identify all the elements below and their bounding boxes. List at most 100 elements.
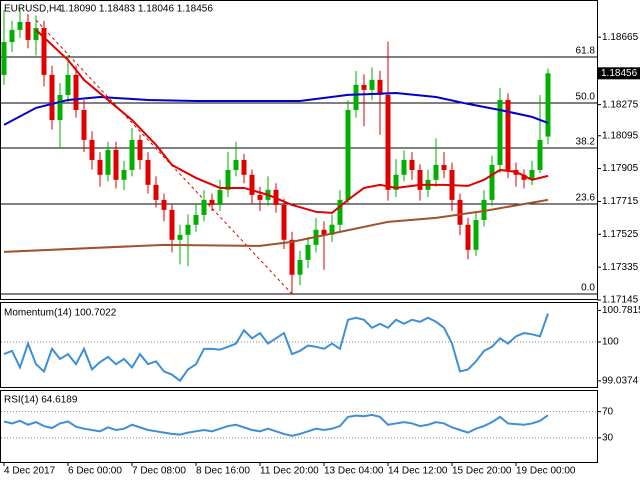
candle-body <box>361 84 367 90</box>
trendline <box>35 19 293 295</box>
candle-body <box>489 164 495 200</box>
indicator-line <box>3 313 549 383</box>
candle-body <box>65 74 71 95</box>
y-tick-label: 1.17905 <box>602 163 639 174</box>
candle-body <box>465 224 471 250</box>
fib-label: 50.0 <box>576 92 596 103</box>
candle-body <box>241 159 247 175</box>
candle-body <box>345 109 351 200</box>
y-tick-label: 1.17145 <box>602 295 639 306</box>
main-panel-frame <box>0 0 598 300</box>
candle-body <box>153 184 159 200</box>
candle-body <box>89 139 95 160</box>
candle-body <box>497 99 503 165</box>
momentum-title: Momentum(14) 100.7022 <box>4 308 117 319</box>
candle-body <box>417 169 423 190</box>
fib-label: 38.2 <box>576 137 596 148</box>
indicator-line <box>3 413 549 437</box>
candle-body <box>289 239 295 275</box>
candle-body <box>113 149 119 180</box>
fib-label: 23.6 <box>576 193 596 204</box>
y-tick-label: 70 <box>602 406 614 417</box>
fib-label: 0.0 <box>581 283 595 294</box>
chart-title: EURUSD,H4 <box>4 4 62 15</box>
rsi-title: RSI(14) 64.6189 <box>4 395 78 406</box>
candle-body <box>233 159 239 170</box>
candle-body <box>177 234 183 240</box>
x-tick-label: 8 Dec 16:00 <box>196 466 250 477</box>
candle-body <box>369 79 375 90</box>
candle-body <box>105 149 111 175</box>
candle-body <box>201 199 207 215</box>
candle-body <box>193 214 199 225</box>
y-tick-label: 99.0374 <box>602 375 639 386</box>
candle-body <box>409 159 415 170</box>
candle-body <box>473 219 479 250</box>
candle-body <box>73 74 79 110</box>
x-tick-label: 4 Dec 2017 <box>4 466 56 477</box>
candle-body <box>521 174 527 180</box>
x-tick-label: 19 Dec 00:00 <box>516 466 576 477</box>
y-tick-label: 1.18275 <box>602 99 639 110</box>
candle-body <box>1 42 7 75</box>
candle-body <box>257 194 263 200</box>
y-tick-label: 100.7815 <box>602 305 640 316</box>
candle-body <box>217 189 223 205</box>
candle-body <box>49 74 55 120</box>
x-tick-label: 15 Dec 20:00 <box>452 466 512 477</box>
y-tick-label: 1.18665 <box>602 32 639 43</box>
candle-body <box>537 139 543 170</box>
y-tick-label: 1.17335 <box>602 262 639 273</box>
candle-body <box>25 21 31 40</box>
candle-body <box>305 244 311 260</box>
candle-body <box>41 28 47 75</box>
moving-average <box>3 198 549 253</box>
y-tick-label: 1.18095 <box>602 130 639 141</box>
candle-body <box>481 199 487 220</box>
candle-body <box>185 224 191 235</box>
candle-body <box>81 109 87 140</box>
candle-body <box>529 169 535 180</box>
candle-body <box>457 199 463 225</box>
candle-body <box>281 204 287 240</box>
candle-body <box>17 21 23 30</box>
last-price-box <box>598 67 640 80</box>
candle-body <box>249 174 255 195</box>
candle-body <box>377 79 383 95</box>
candle-body <box>441 164 447 170</box>
candle-body <box>545 73 551 137</box>
candle-body <box>9 29 15 43</box>
momentum-panel-frame <box>0 302 598 388</box>
candle-body <box>225 169 231 190</box>
candle-body <box>321 229 327 235</box>
candle-body <box>393 174 399 190</box>
y-tick-label: 30 <box>602 432 614 443</box>
candle-body <box>209 199 215 205</box>
moving-average <box>3 92 549 126</box>
candle-body <box>505 99 511 170</box>
candle-body <box>161 199 167 210</box>
x-tick-label: 7 Dec 08:00 <box>132 466 186 477</box>
x-tick-label: 6 Dec 00:00 <box>68 466 122 477</box>
candle-body <box>97 159 103 175</box>
candle-body <box>57 94 63 120</box>
y-tick-label: 100 <box>602 337 619 348</box>
candle-body <box>329 224 335 235</box>
rsi-panel-frame <box>0 390 598 463</box>
last-price-label: 1.18456 <box>601 68 638 79</box>
candle-body <box>33 28 39 40</box>
candle-body <box>297 259 303 275</box>
candle-body <box>337 199 343 225</box>
y-tick-label: 1.17525 <box>602 229 639 240</box>
x-tick-label: 14 Dec 12:00 <box>388 466 448 477</box>
fib-label: 61.8 <box>576 46 596 57</box>
candle-body <box>353 84 359 110</box>
candle-body <box>385 94 391 190</box>
y-tick-label: 1.17715 <box>602 196 639 207</box>
candle-body <box>169 209 175 240</box>
candle-body <box>433 164 439 180</box>
candle-body <box>401 159 407 175</box>
x-tick-label: 11 Dec 20:00 <box>260 466 319 477</box>
